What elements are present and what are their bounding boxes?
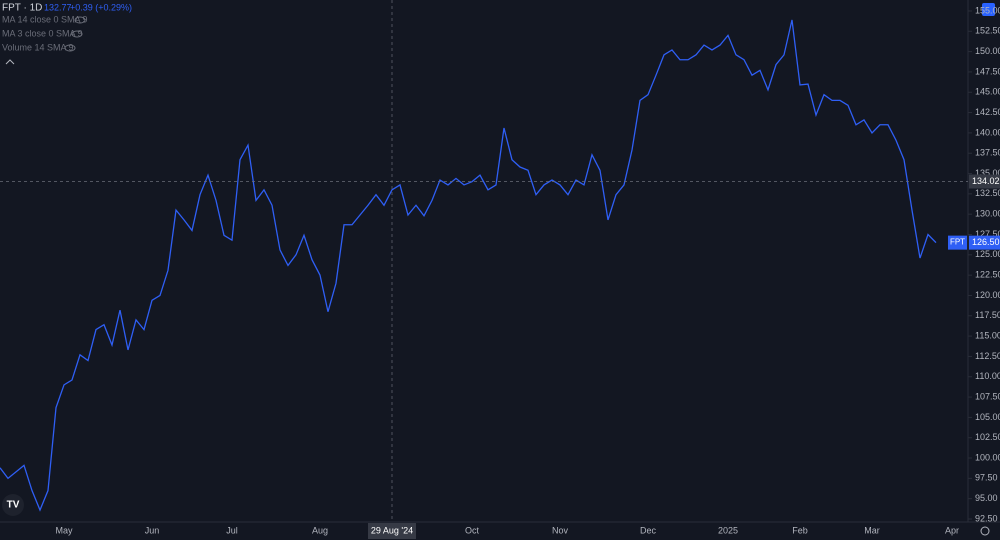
y-tick-label: 142.50	[975, 107, 1000, 117]
y-tick-label: 102.50	[975, 432, 1000, 442]
y-tick-label: 115.00	[975, 330, 1000, 340]
symbol-label: FPT	[950, 238, 965, 247]
y-tick-label: 120.00	[975, 290, 1000, 300]
crosshair-x-label: 29 Aug '24	[371, 525, 413, 535]
x-tick-label: 2025	[718, 525, 738, 535]
x-tick-label: Mar	[864, 525, 880, 535]
y-tick-label: 130.00	[975, 209, 1000, 219]
collapse-button[interactable]	[5, 59, 15, 65]
y-tick-label: 150.00	[975, 46, 1000, 56]
x-tick-label: Nov	[552, 525, 569, 535]
y-tick-label: 132.50	[975, 188, 1000, 198]
x-tick-label: Jul	[226, 525, 238, 535]
x-tick-label: Oct	[465, 525, 480, 535]
symbol-box	[948, 235, 967, 250]
crosshair-y-label: 134.02	[972, 176, 1000, 186]
y-tick-label: 125.00	[975, 249, 1000, 259]
eye-icons[interactable]	[64, 16, 86, 52]
indicator: MA 14 close 0 SMA 9	[2, 14, 88, 24]
y-tick-label: 110.00	[975, 371, 1000, 381]
last-price-box	[969, 235, 1000, 250]
y-tick-label: 155.00	[975, 5, 1000, 15]
y-tick-label: 112.50	[975, 351, 1000, 361]
x-tick-label: Aug	[312, 525, 328, 535]
x-tick-label: Feb	[792, 525, 808, 535]
y-tick-label: 100.00	[975, 452, 1000, 462]
indicator: MA 3 close 0 SMA 9	[2, 28, 83, 38]
y-tick-label: 105.00	[975, 412, 1000, 422]
y-tick-label: 92.50	[975, 513, 998, 523]
symbol-title: FPT · 1D	[2, 3, 42, 14]
y-tick-label: 135.00	[975, 168, 1000, 178]
last-close: 132.77	[44, 2, 72, 12]
logo[interactable]	[2, 494, 24, 516]
y-tick-label: 140.00	[975, 127, 1000, 137]
y-tick-label: 137.50	[975, 148, 1000, 158]
change: +0.39 (+0.29%)	[70, 2, 132, 12]
settings-button[interactable]	[980, 526, 990, 536]
logo-mark: TV	[7, 500, 20, 511]
x-tick-label: Apr	[945, 525, 959, 535]
y-tick-label: 145.00	[975, 87, 1000, 97]
x-tick-label: May	[55, 525, 73, 535]
y-tick-label: 117.50	[975, 310, 1000, 320]
crosshair-y-box	[969, 174, 1000, 189]
price-line	[0, 19, 937, 512]
y-tick-label: 107.50	[975, 391, 1000, 401]
x-tick-label: Jun	[145, 525, 160, 535]
x-tick-label: Dec	[640, 525, 657, 535]
last-price-label: 126.50	[972, 237, 1000, 247]
y-tick-label: 147.50	[975, 66, 1000, 76]
y-tick-label: 127.50	[975, 229, 1000, 239]
indicator: Volume 14 SMA 9	[2, 42, 74, 52]
y-tick-label: 152.50	[975, 26, 1000, 36]
y-tick-label: 97.50	[975, 473, 998, 483]
y-tick-label: 95.00	[975, 493, 998, 503]
crosshair-x-box	[368, 523, 416, 539]
top-button[interactable]	[982, 3, 995, 16]
y-tick-label: 122.50	[975, 270, 1000, 280]
